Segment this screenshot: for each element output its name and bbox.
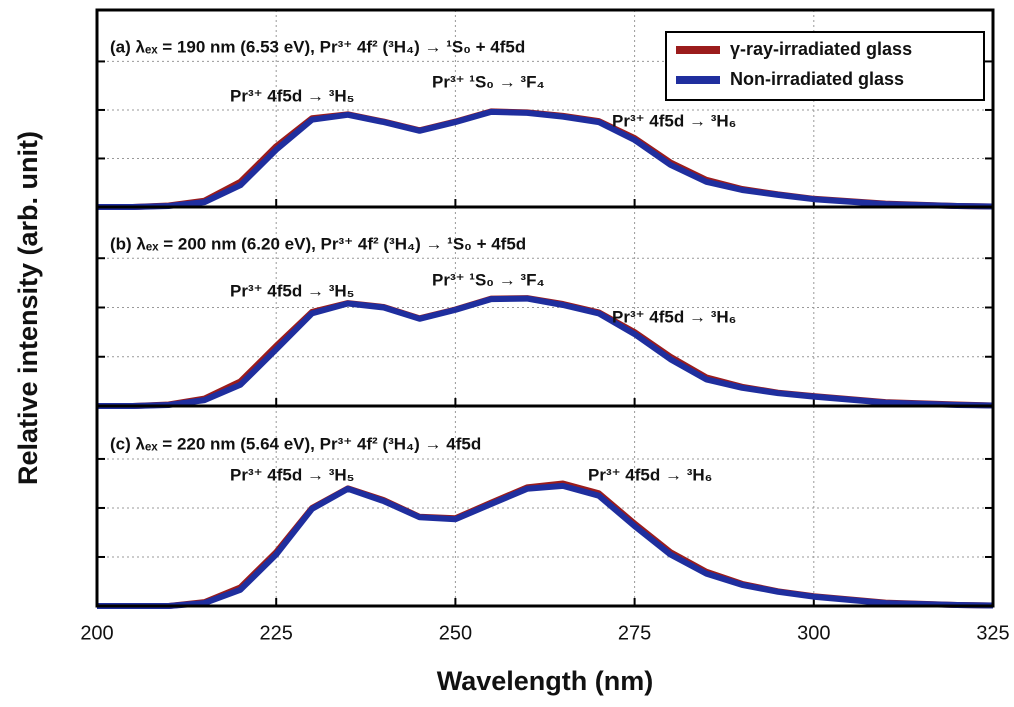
x-axis-label: Wavelength (nm) bbox=[437, 666, 654, 696]
legend-label: γ-ray-irradiated glass bbox=[730, 39, 912, 59]
annotation: Pr³⁺ 4f5d → ³H₅ bbox=[230, 465, 354, 484]
legend-label: Non-irradiated glass bbox=[730, 69, 904, 89]
annotation: Pr³⁺ 4f5d → ³H₆ bbox=[588, 465, 712, 484]
x-tick-label: 325 bbox=[976, 622, 1009, 644]
x-tick-label: 200 bbox=[80, 622, 113, 644]
annotation: Pr³⁺ 4f5d → ³H₅ bbox=[230, 281, 354, 300]
x-tick-label: 225 bbox=[260, 622, 293, 644]
y-axis-label: Relative intensity (arb. unit) bbox=[13, 131, 43, 485]
legend-box bbox=[665, 31, 985, 101]
x-tick-label: 250 bbox=[439, 622, 472, 644]
panel-title: (a) λₑₓ = 190 nm (6.53 eV), Pr³⁺ 4f² (³H… bbox=[110, 37, 525, 56]
spectrum-line bbox=[97, 480, 994, 609]
spectrum-line bbox=[97, 108, 994, 210]
panel-title: (b) λₑₓ = 200 nm (6.20 eV), Pr³⁺ 4f² (³H… bbox=[110, 234, 526, 253]
annotation: Pr³⁺ ¹S₀ → ³F₄ bbox=[432, 72, 545, 91]
x-tick-label: 275 bbox=[618, 622, 651, 644]
annotation: Pr³⁺ 4f5d → ³H₆ bbox=[612, 111, 736, 130]
spectrum-line bbox=[97, 482, 994, 609]
x-tick-label: 300 bbox=[797, 622, 830, 644]
panel-frame bbox=[95, 404, 995, 608]
annotation: Pr³⁺ ¹S₀ → ³F₄ bbox=[432, 270, 545, 289]
panel-title: (c) λₑₓ = 220 nm (5.64 eV), Pr³⁺ 4f² (³H… bbox=[110, 434, 481, 453]
annotation: Pr³⁺ 4f5d → ³H₆ bbox=[612, 307, 736, 326]
annotation: Pr³⁺ 4f5d → ³H₅ bbox=[230, 86, 354, 105]
spectrum-line bbox=[97, 295, 994, 409]
